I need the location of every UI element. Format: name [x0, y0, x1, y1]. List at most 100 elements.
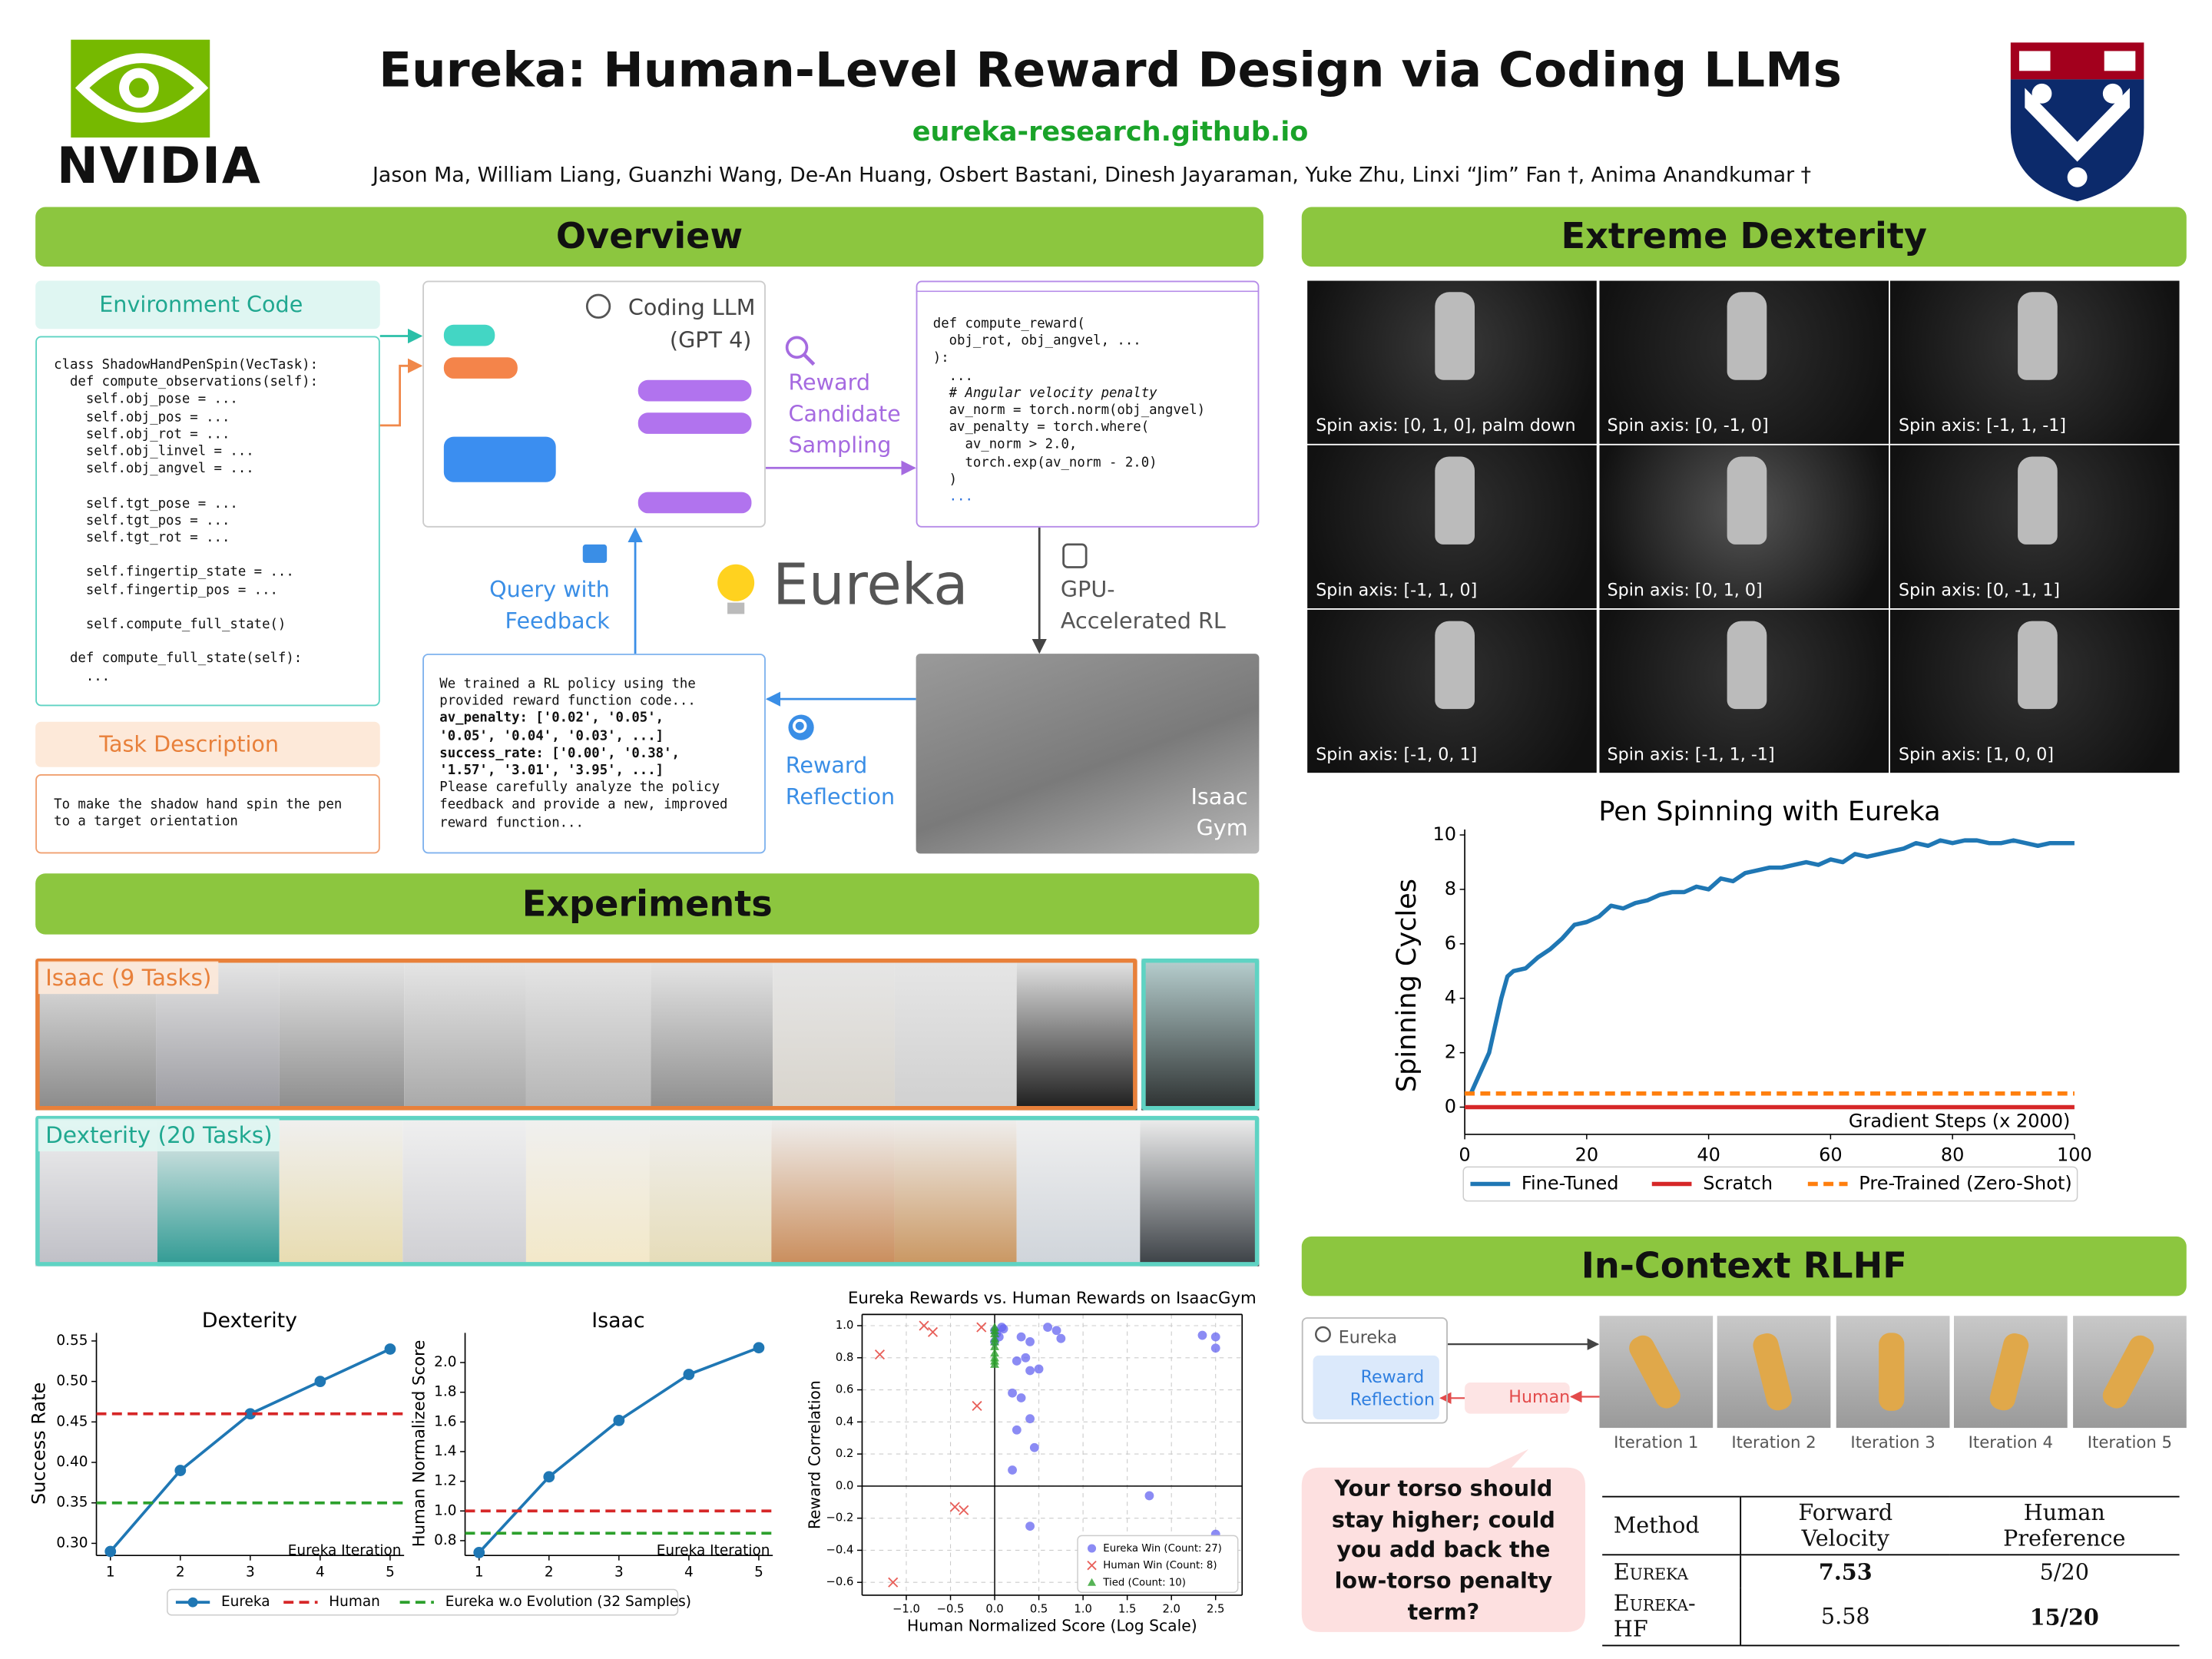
code-line: self.obj_pose = ... [54, 392, 238, 408]
legend-label: Tied (Count: 10) [1102, 1577, 1186, 1588]
y-tick-label: 0.40 [56, 1454, 88, 1470]
results-table: Method Forward Velocity Human Preference… [1602, 1496, 2180, 1647]
y-tick-label: 0.35 [56, 1495, 88, 1511]
gym-label: Isaac Gym [1190, 783, 1248, 841]
code-line: self.obj_rot = ... [54, 426, 230, 442]
y-tick-label: −0.2 [826, 1512, 854, 1525]
code-line: self.fingertip_state = ... [54, 565, 294, 581]
hand-render [2018, 621, 2058, 710]
bulb-icon [727, 602, 745, 614]
task-image [1141, 959, 1260, 1111]
y-axis-label: Spinning Cycles [1391, 879, 1422, 1092]
penn-book [2104, 51, 2136, 71]
x-tick-label: −1.0 [892, 1602, 920, 1615]
table-header-cell: Human Preference [2003, 1500, 2126, 1551]
hand-render [2018, 292, 2058, 380]
legend-label: Fine-Tuned [1522, 1173, 1619, 1194]
feedback-line: '0.05', '0.04', '0.03', ...] [439, 728, 664, 744]
hand-render [1726, 292, 1767, 380]
line [109, 1347, 391, 1553]
code-line: self.obj_pos = ... [54, 409, 230, 426]
point [1021, 1353, 1031, 1363]
legend-swatch [187, 1597, 198, 1608]
x-tick-label: 0.5 [1030, 1602, 1048, 1615]
reflection-label: Reward Reflection [1349, 1366, 1435, 1410]
hand-render [1435, 621, 1475, 710]
x-tick-label: 1.0 [1074, 1602, 1091, 1615]
task-image [1140, 1115, 1260, 1267]
iteration-label: Iteration 1 [1614, 1432, 1699, 1452]
human-feedback: Your torso should stay higher; could you… [1331, 1475, 1555, 1625]
code-block: self.tgt_pose = ... self.tgt_pos = ... s… [54, 495, 318, 548]
point [959, 1505, 969, 1515]
hand-render [1435, 292, 1475, 380]
brain-icon [585, 293, 611, 319]
x-tick-label: 60 [1819, 1144, 1843, 1166]
chart-title: Pen Spinning with Eureka [1598, 796, 1940, 827]
gpu-icon [1062, 543, 1088, 568]
y-tick-label: 1.0 [434, 1502, 456, 1518]
legend-label: Pre-Trained (Zero-Shot) [1859, 1173, 2071, 1194]
y-tick-label: 2 [1445, 1041, 1456, 1063]
section-header: Experiments [35, 873, 1260, 935]
task-image [894, 1115, 1017, 1267]
code-line: ... [932, 368, 973, 384]
code-line: self.tgt_pose = ... [54, 495, 238, 512]
y-axis-label: Success Rate [28, 1382, 50, 1505]
legend-label: Scratch [1703, 1173, 1773, 1194]
x-tick-label: 2.0 [1162, 1602, 1180, 1615]
y-axis-label: Reward Correlation [806, 1380, 824, 1529]
legend-label: Eureka w.o Evolution (32 Samples) [445, 1594, 691, 1610]
task-label: Task Description [99, 731, 280, 757]
x-tick-label: 3 [614, 1564, 624, 1580]
code-line: av_norm > 2.0, [932, 437, 1078, 453]
point [1029, 1442, 1039, 1452]
caption: Spin axis: [-1, 1, 0] [1316, 580, 1478, 600]
x-tick-label: 0 [1459, 1144, 1470, 1166]
iteration-label: Iteration 2 [1731, 1432, 1816, 1452]
chart-title: Dexterity [202, 1309, 297, 1333]
x-tick-label: −0.5 [937, 1602, 965, 1615]
caption: Spin axis: [0, 1, 0] [1607, 580, 1763, 600]
feedback-line: feedback and provide a new, improved [439, 797, 728, 813]
y-tick-label: 0 [1445, 1095, 1456, 1117]
isaac-label: Isaac (9 Tasks) [38, 961, 219, 995]
y-tick-label: 0.30 [56, 1535, 88, 1551]
query-label: Query with Feedback [489, 577, 610, 634]
point [990, 1359, 999, 1368]
y-tick-label: 10 [1432, 823, 1456, 845]
project-url: eureka-research.github.io [912, 116, 1309, 148]
task-image [771, 1115, 895, 1267]
code-line: # Angular velocity penalty [932, 385, 1157, 402]
feedback-line: reward function... [439, 814, 584, 831]
point [1034, 1364, 1044, 1374]
caption: Spin axis: [0, -1, 0] [1607, 415, 1769, 435]
poster-title: Eureka: Human-Level Reward Design via Co… [379, 42, 1842, 100]
y-tick-label: −0.6 [826, 1575, 854, 1588]
table-row: Eureka-HF 5.58 15/20 [1602, 1588, 2180, 1646]
dexterity-frame [35, 1115, 1260, 1267]
eureka-box [1301, 1317, 1448, 1424]
dexterity-frame [1141, 959, 1260, 1111]
chat-pill [443, 324, 495, 346]
point [1210, 1332, 1220, 1342]
hand-render [1726, 621, 1767, 710]
x-tick-label: 5 [386, 1564, 395, 1580]
point [990, 1342, 999, 1350]
marker [314, 1376, 326, 1388]
task-image [1016, 959, 1137, 1111]
bulb-icon [717, 564, 755, 601]
query-icon [582, 544, 608, 563]
point [990, 1348, 999, 1357]
chart-title: Eureka Rewards vs. Human Rewards on Isaa… [848, 1289, 1257, 1308]
task-image [894, 959, 1017, 1111]
speech-bubble [1301, 1449, 1586, 1632]
reflection-label: Reward Reflection [785, 753, 896, 810]
caption: Spin axis: [-1, 1, -1] [1607, 744, 1775, 765]
code-line: self.tgt_pos = ... [54, 512, 230, 529]
y-tick-label: 1.2 [434, 1473, 456, 1489]
point [990, 1336, 999, 1346]
x-tick-label: 40 [1697, 1144, 1720, 1166]
